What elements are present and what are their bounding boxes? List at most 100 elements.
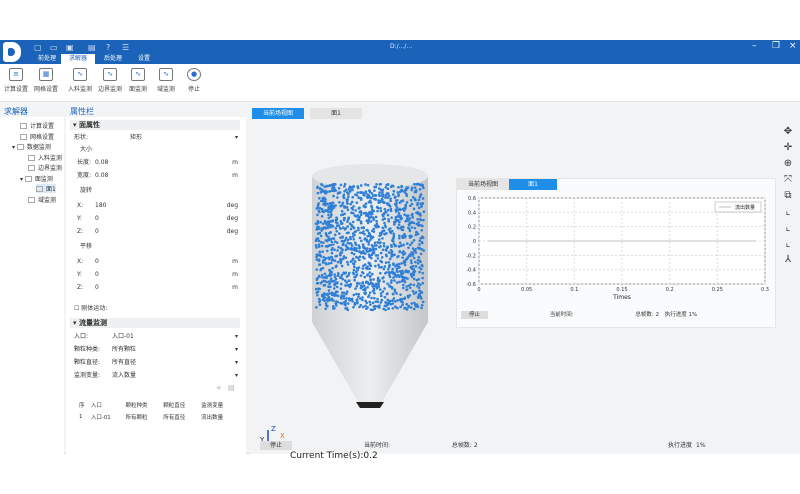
particle [322, 283, 326, 287]
viewport-3d[interactable]: 当前场视图 面1 Z Y X Current Time(s):0.2 当前场视图… [250, 106, 800, 461]
tree-item[interactable]: 边界监测 [28, 163, 62, 172]
rotation-z-field[interactable]: Z: 0 deg [77, 227, 238, 237]
particle [326, 202, 329, 206]
tree-item-selected[interactable]: 面1 [36, 184, 56, 193]
tab-settings[interactable]: 设置 [138, 55, 151, 62]
stop-playback-button[interactable]: 停止 [260, 441, 293, 450]
particle [401, 199, 405, 202]
pan-icon[interactable]: ✛ [783, 142, 793, 153]
particle [402, 261, 406, 265]
shape-select[interactable]: 形状: 矩形 ▾ [74, 133, 238, 143]
particle [338, 201, 341, 204]
open-icon[interactable]: ▭ [50, 43, 58, 52]
particle [340, 203, 344, 207]
grid-settings-button[interactable]: ▦ 网格设置 [32, 68, 60, 93]
label: 颗粒种类: [74, 346, 101, 353]
translation-x-field[interactable]: X: 0 m [77, 257, 238, 267]
particle [366, 250, 370, 253]
particle [337, 274, 340, 277]
calc-settings-button[interactable]: ≡ 计算设置 [2, 68, 30, 93]
length-field[interactable]: 长度: 0.08 m [77, 158, 238, 168]
particle [417, 220, 420, 224]
domain-monitor-button[interactable]: ∿ 域监测 [152, 68, 180, 93]
tree-item[interactable]: ▾ 数据监测 [12, 144, 51, 151]
particle [355, 266, 359, 270]
particle [374, 300, 378, 303]
particle [414, 251, 418, 254]
particle [339, 276, 342, 280]
particle [378, 245, 381, 249]
fit-icon[interactable]: ⤧ [784, 174, 792, 185]
chart-tab-field-view[interactable]: 当前场视图 [457, 179, 509, 190]
particle [418, 270, 421, 274]
particle [353, 265, 356, 269]
axes-icon[interactable]: ⅄ [784, 254, 792, 265]
tree-item[interactable]: 入料监测 [28, 153, 62, 162]
tab-solver[interactable]: 求解器 [61, 54, 96, 64]
log-icon[interactable]: ☰ [122, 43, 130, 52]
particle [387, 265, 391, 269]
particle [414, 305, 418, 308]
rotation-y-field[interactable]: Y: 0 deg [77, 214, 238, 224]
inlet-select[interactable]: 入口: 入口-01 ▾ [74, 332, 238, 342]
tree-item[interactable]: ▾ 面监测 [20, 176, 53, 183]
value: 所有直径 [112, 359, 137, 366]
particle [398, 280, 401, 284]
cell: 所有直径 [163, 415, 186, 421]
tab-preprocess[interactable]: 前处理 [38, 55, 57, 62]
tree-item[interactable]: 网格设置 [20, 132, 54, 141]
particle [416, 201, 419, 205]
particle [331, 267, 334, 270]
rotation-x-field[interactable]: X: 180 deg [77, 201, 238, 211]
delete-icon[interactable]: ▤ [228, 384, 235, 392]
particle [379, 188, 383, 192]
particle-type-select[interactable]: 颗粒种类: 所有颗粒 ▾ [74, 345, 238, 355]
section-surface-properties[interactable]: ▾ 面属性 [70, 120, 240, 130]
stop-button[interactable]: ● 停止 [180, 68, 208, 93]
particle [419, 193, 422, 197]
tab-postprocess[interactable]: 后处理 [104, 55, 123, 62]
close-button[interactable]: × [789, 41, 797, 51]
boundary-monitor-button[interactable]: ∿ 边界监测 [96, 68, 124, 93]
particle [382, 201, 386, 205]
inflow-monitor-button[interactable]: ∿ 入料监测 [66, 68, 94, 93]
particle [319, 220, 322, 224]
zoom-icon[interactable]: ⊕ [783, 158, 793, 169]
tab-surface-1[interactable]: 面1 [310, 108, 362, 119]
new-icon[interactable]: ▢ [34, 43, 42, 52]
chart-tab-surface-1[interactable]: 面1 [509, 179, 557, 190]
tab-field-view[interactable]: 当前场视图 [252, 108, 304, 119]
particle [350, 251, 354, 255]
title-bar: ▢ ▭ ▣ ▤ ? ☰ D:/.../... – ❐ × 前处理 求解器 后处理… [0, 40, 800, 64]
particle [366, 195, 369, 198]
add-icon[interactable]: + [216, 384, 222, 392]
particle [421, 276, 424, 280]
maximize-button[interactable]: ❐ [772, 41, 781, 51]
translation-y-field[interactable]: Y: 0 m [77, 270, 238, 280]
particle [404, 276, 408, 280]
view-z-icon[interactable]: ⌞ [785, 238, 791, 249]
particle-diameter-select[interactable]: 颗粒直径: 所有直径 ▾ [74, 358, 238, 368]
chart-stop-button[interactable]: 停止 [461, 311, 489, 319]
table-row[interactable]: 1 入口-01 所有颗粒 所有直径 流出数量 [78, 411, 238, 423]
surface-monitor-button[interactable]: ∿ 面监测 [124, 68, 152, 93]
frames-value: 2 [473, 442, 478, 449]
translation-z-field[interactable]: Z: 0 m [77, 283, 238, 293]
save-icon[interactable]: ▣ [66, 43, 74, 52]
monitor-variable-select[interactable]: 监测变量: 流入数量 ▾ [74, 371, 238, 381]
fullscreen-icon[interactable]: ⧉ [784, 190, 792, 201]
tree-item[interactable]: 计算设置 [20, 121, 54, 130]
help-icon[interactable]: ? [106, 43, 111, 52]
rigid-motion-checkbox[interactable]: ☐ 刚体运动: [74, 305, 108, 312]
width-field[interactable]: 宽度: 0.08 m [77, 171, 238, 181]
minimize-button[interactable]: – [752, 41, 757, 51]
rotate-icon[interactable]: ✥ [783, 126, 793, 137]
particle [347, 274, 350, 277]
save-as-icon[interactable]: ▤ [88, 43, 96, 52]
particle [372, 227, 375, 231]
section-flow-monitor[interactable]: ▾ 流量监测 [70, 318, 240, 328]
col-header: 监测变量 [201, 403, 224, 409]
view-x-icon[interactable]: ⌞ [785, 206, 791, 217]
view-y-icon[interactable]: ⌞ [785, 222, 791, 233]
tree-item[interactable]: 域监测 [28, 195, 56, 204]
